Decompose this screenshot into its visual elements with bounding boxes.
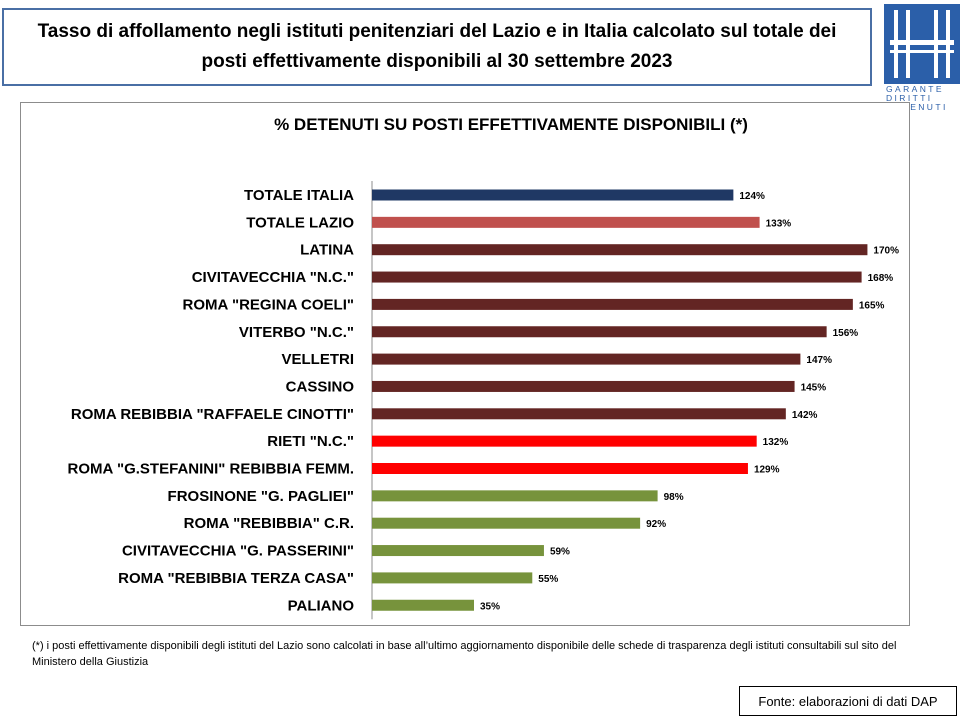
category-label: FROSINONE "G. PAGLIEI" <box>168 488 354 505</box>
category-label: PALIANO <box>288 597 355 614</box>
bar <box>372 490 658 502</box>
data-label: 145% <box>801 382 827 393</box>
data-label: 133% <box>766 218 792 229</box>
data-label: 98% <box>664 492 684 503</box>
source-text: Fonte: elaborazioni di dati DAP <box>758 693 938 709</box>
chart-area: % DETENUTI SU POSTI EFFETTIVAMENTE DISPO… <box>20 102 910 626</box>
bar <box>372 326 827 338</box>
bar <box>372 216 760 228</box>
category-label: CASSINO <box>286 378 355 395</box>
source-box: Fonte: elaborazioni di dati DAP <box>739 686 957 716</box>
data-label: 132% <box>763 437 789 448</box>
data-label: 165% <box>859 300 885 311</box>
logo-line-1: GARANTE <box>886 84 944 94</box>
data-label: 92% <box>646 519 666 530</box>
bar <box>372 271 862 283</box>
category-label: ROMA "G.STEFANINI" REBIBBIA FEMM. <box>68 461 354 478</box>
logo-line-2: DIRITTI <box>886 93 933 103</box>
data-label: 142% <box>792 410 818 421</box>
bar <box>372 298 853 310</box>
data-label: 129% <box>754 465 780 476</box>
data-label: 147% <box>806 355 832 366</box>
bar <box>372 463 748 474</box>
category-label: CIVITAVECCHIA "G. PASSERINI" <box>122 543 354 560</box>
data-label: 55% <box>538 574 558 585</box>
category-label: LATINA <box>300 242 354 259</box>
garante-logo: GARANTE DIRITTI DETENUTI <box>884 4 960 112</box>
bar <box>372 244 868 256</box>
bar <box>372 353 801 365</box>
page-title: Tasso di affollamento negli istituti pen… <box>37 21 837 72</box>
bar <box>372 435 757 447</box>
category-label: VITERBO "N.C." <box>239 324 354 341</box>
data-label: 124% <box>739 191 765 202</box>
category-label: ROMA REBIBBIA "RAFFAELE CINOTTI" <box>71 406 354 423</box>
bar <box>372 599 474 611</box>
category-label: TOTALE ITALIA <box>244 187 354 204</box>
data-label: 168% <box>868 273 894 284</box>
bar <box>372 572 533 584</box>
category-label: ROMA "REGINA COELI" <box>183 296 354 313</box>
bar <box>372 545 544 557</box>
bar <box>372 517 641 529</box>
data-label: 59% <box>550 547 570 558</box>
bar <box>372 408 786 420</box>
logo-mark <box>884 4 960 84</box>
logo-line-3: DETENUTI <box>886 102 948 112</box>
category-label: RIETI "N.C." <box>267 433 354 450</box>
title-box: Tasso di affollamento negli istituti pen… <box>2 8 872 86</box>
chart-title: % DETENUTI SU POSTI EFFETTIVAMENTE DISPO… <box>274 115 748 134</box>
data-label: 170% <box>873 246 899 257</box>
category-label: ROMA "REBIBBIA" C.R. <box>184 515 354 532</box>
bar-chart: TOTALE ITALIA 124% TOTALE LAZIO 133% LATINA 1… <box>68 181 899 620</box>
bar <box>372 189 734 201</box>
category-label: VELLETRI <box>281 351 354 368</box>
footnote: (*) i posti effettivamente disponibili d… <box>32 640 897 668</box>
category-label: ROMA "REBIBBIA TERZA CASA" <box>118 570 354 587</box>
data-label: 156% <box>833 328 859 339</box>
data-label: 35% <box>480 601 500 612</box>
category-label: CIVITAVECCHIA "N.C." <box>192 269 354 286</box>
bar <box>372 380 795 392</box>
category-label: TOTALE LAZIO <box>246 214 354 231</box>
